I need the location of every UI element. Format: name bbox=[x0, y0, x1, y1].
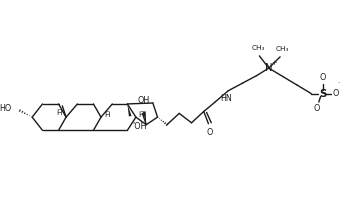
Text: CH₃: CH₃ bbox=[275, 46, 289, 52]
Text: ⁻: ⁻ bbox=[338, 79, 340, 88]
Text: ʹOH: ʹOH bbox=[132, 122, 147, 131]
Text: HO: HO bbox=[0, 104, 12, 113]
Polygon shape bbox=[143, 111, 146, 125]
Text: O: O bbox=[206, 129, 212, 137]
Text: N: N bbox=[265, 63, 273, 73]
Text: CH₃: CH₃ bbox=[252, 45, 265, 51]
Text: H̅: H̅ bbox=[139, 112, 144, 118]
Text: H̅: H̅ bbox=[104, 112, 109, 118]
Text: S: S bbox=[319, 89, 326, 99]
Polygon shape bbox=[128, 104, 132, 117]
Text: H̅: H̅ bbox=[57, 110, 62, 116]
Text: O: O bbox=[319, 73, 326, 82]
Text: O: O bbox=[333, 89, 339, 98]
Text: OH: OH bbox=[137, 96, 150, 105]
Text: +: + bbox=[272, 60, 277, 66]
Text: HN: HN bbox=[220, 94, 232, 103]
Text: O: O bbox=[314, 104, 320, 113]
